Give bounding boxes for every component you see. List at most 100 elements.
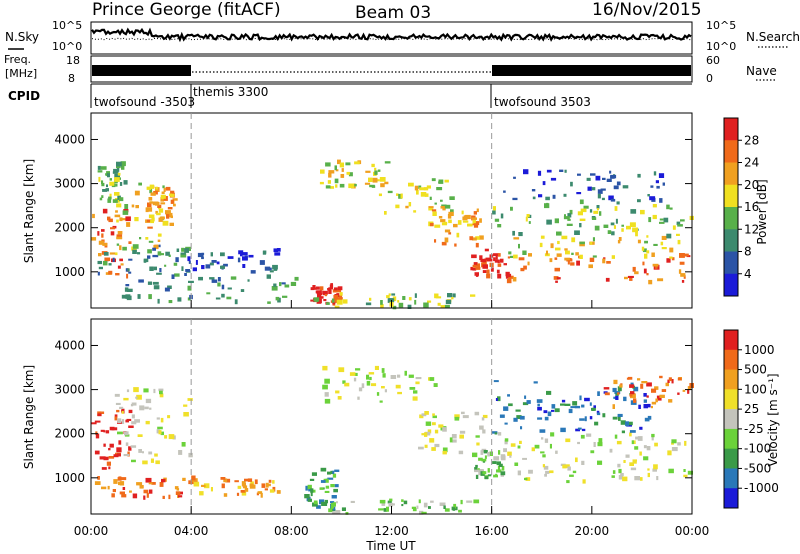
power-cell [329, 284, 334, 290]
velocity-cell [454, 416, 460, 421]
velocity-cell [160, 417, 164, 423]
power-cell [99, 197, 103, 201]
velocity-cell [683, 469, 686, 472]
velocity-cell [101, 411, 105, 414]
velocity-cell [640, 477, 643, 481]
power-cell [606, 178, 612, 182]
power-cell [508, 251, 512, 255]
velocity-cell [244, 478, 249, 482]
power-cell [161, 191, 165, 195]
power-cell [158, 207, 161, 210]
velocity-cell [668, 399, 673, 403]
power-cell [272, 264, 278, 270]
velocity-cell [188, 452, 193, 458]
power-cell [116, 219, 119, 223]
power-cell [646, 250, 650, 254]
velocity-cell [630, 467, 637, 471]
power-cell [333, 294, 339, 300]
velocity-cell [597, 391, 600, 396]
power-cell [676, 233, 680, 236]
velocity-cell [328, 508, 334, 513]
velocity-cell [493, 456, 500, 461]
velocity-cell [344, 382, 350, 387]
velocity-cell [325, 485, 330, 489]
velocity-cell [145, 420, 150, 425]
power-cell [109, 178, 112, 181]
velocity-cell [474, 469, 480, 473]
nsky-trace [91, 27, 692, 43]
power-cell [657, 278, 664, 282]
power-cell [683, 253, 689, 257]
power-cell [267, 301, 271, 304]
velocity-cell [668, 377, 672, 382]
power-cell [522, 250, 527, 255]
velocity-cell [481, 458, 487, 462]
velocity-cell [541, 437, 544, 440]
velocity-cell [683, 474, 688, 478]
time-tick-label: 16:00 [474, 524, 509, 538]
velocity-cell [651, 435, 654, 441]
power-cell [184, 248, 189, 253]
velocity-cell [353, 377, 357, 382]
power-cell [328, 290, 332, 294]
colorbar-tick-label: 12 [744, 222, 759, 236]
beam-title: Beam 03 [355, 3, 431, 23]
power-cell [680, 273, 686, 277]
colorbar-swatch [724, 229, 738, 252]
power-cell [423, 187, 429, 191]
power-cell [124, 204, 129, 209]
power-colorbar: 28 24 20 16 12 8 4 Power [dB] [723, 117, 769, 297]
power-cell [120, 161, 126, 167]
velocity-cell [507, 394, 510, 397]
power-cell [576, 260, 580, 266]
velocity-cell [584, 416, 587, 422]
power-cell [556, 231, 562, 236]
freq-left-tick-top: 18 [66, 54, 80, 67]
power-cell [496, 269, 500, 274]
velocity-cell [409, 387, 416, 390]
velocity-cell [528, 469, 533, 474]
power-cell [597, 189, 603, 194]
power-cell [102, 243, 108, 246]
velocity-cell [509, 455, 512, 458]
power-cell [230, 276, 237, 280]
power-cell [629, 276, 633, 281]
velocity-cell [120, 477, 127, 481]
velocity-cell [421, 433, 426, 436]
power-cell [143, 258, 149, 263]
power-cell [115, 273, 120, 276]
power-cell [114, 173, 120, 179]
velocity-cell [687, 470, 693, 475]
colorbar-tick-label: 28 [744, 133, 759, 147]
power-cell [279, 282, 282, 287]
power-cell [275, 296, 280, 301]
power-cell [119, 245, 122, 251]
velocity-cell [341, 507, 346, 511]
velocity-cell [183, 404, 188, 407]
velocity-cell [560, 403, 566, 406]
power-cell [91, 237, 97, 241]
velocity-cell [453, 503, 457, 509]
power-cell [134, 190, 140, 196]
power-cell [112, 171, 119, 174]
power-cell [284, 284, 290, 288]
velocity-cell [124, 431, 129, 436]
power-cell [98, 253, 102, 257]
power-cell [512, 277, 517, 282]
velocity-cell [458, 509, 462, 513]
power-cell [457, 220, 462, 225]
nsky-panel: N.Sky 10^5 10^0 10^5 10^0 N.Search [5, 19, 800, 55]
power-cell [354, 161, 360, 165]
velocity-cell [496, 461, 501, 466]
power-cell [197, 252, 204, 258]
power-cell [419, 187, 425, 191]
power-cell [112, 257, 115, 262]
velocity-cell [342, 380, 346, 384]
power-cell [113, 168, 119, 174]
velocity-cell [244, 488, 249, 492]
velocity-cell [567, 466, 571, 471]
velocity-cell [116, 447, 122, 453]
velocity-cell [656, 395, 662, 401]
velocity-cell [358, 387, 363, 392]
velocity-cell [433, 383, 438, 387]
